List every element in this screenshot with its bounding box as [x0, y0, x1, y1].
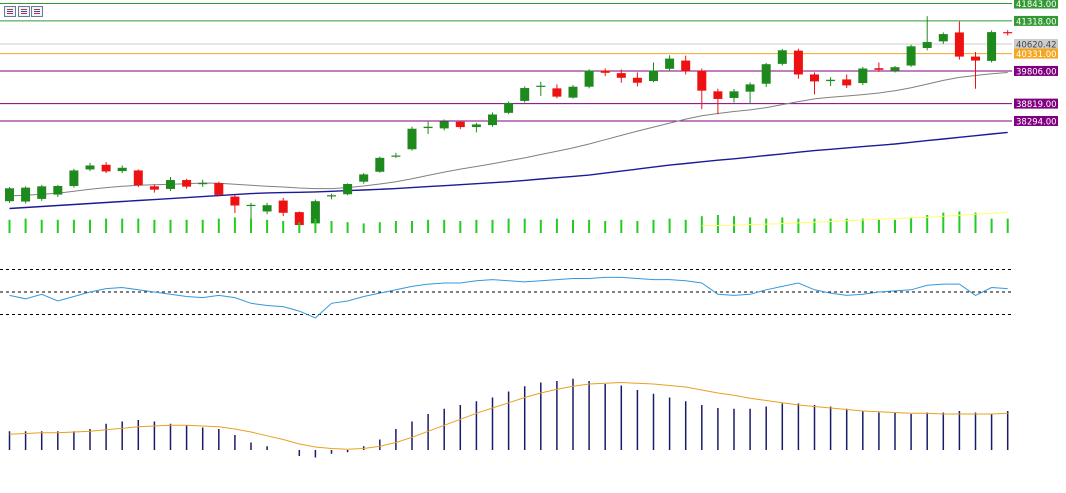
level-label-bg-5 — [1014, 98, 1058, 109]
candle-body — [471, 124, 481, 128]
level-label-4: 39806.00 — [1016, 67, 1057, 77]
candle-body — [536, 85, 546, 87]
candle-body — [504, 102, 514, 113]
ma-slow-line — [9, 131, 1008, 210]
candle-body — [616, 73, 626, 78]
candle-body — [359, 174, 369, 182]
candle-body — [69, 170, 79, 186]
candle-body — [423, 126, 433, 129]
candle-body — [874, 68, 884, 70]
candle-body — [777, 50, 787, 64]
candle-body — [407, 128, 417, 150]
candle-body — [37, 186, 47, 199]
ma-fast-line — [9, 72, 1008, 197]
candle-body — [278, 200, 288, 213]
level-label-1: 41318.00 — [1016, 17, 1057, 27]
candle-body — [938, 34, 948, 42]
rsi-line — [9, 276, 1008, 319]
candle-body — [214, 183, 224, 195]
level-label-6: 38294.00 — [1016, 117, 1057, 127]
candle-body — [1003, 32, 1013, 34]
toolbar-bars-icon[interactable] — [18, 6, 30, 17]
candle-body — [182, 180, 192, 187]
candle-body — [890, 67, 900, 71]
candle-body — [198, 183, 208, 185]
level-label-5: 38819.00 — [1016, 100, 1057, 110]
candle-body — [826, 79, 836, 82]
candle-body — [922, 42, 932, 48]
candle-body — [455, 121, 465, 128]
candle-body — [600, 70, 610, 73]
candle-body — [5, 188, 14, 202]
candle-body — [858, 68, 868, 84]
candle-body — [21, 187, 31, 202]
candle-body — [101, 164, 111, 172]
candle-body — [971, 56, 980, 61]
candle-body — [246, 204, 256, 207]
candle-body — [294, 212, 304, 226]
candle-body — [649, 70, 658, 82]
level-label-bg-0 — [1014, 0, 1058, 9]
volume-avg-line — [701, 211, 1008, 227]
candle-body — [85, 165, 95, 170]
candle-body — [761, 64, 771, 84]
candle-body — [568, 86, 578, 98]
candle-body — [327, 195, 336, 197]
candle-body — [954, 32, 964, 57]
candle-body — [230, 196, 240, 206]
level-label-0: 41843.00 — [1016, 0, 1057, 10]
candle-body — [584, 70, 594, 87]
candle-body — [713, 91, 723, 99]
toolbar-list-icon[interactable] — [4, 6, 16, 17]
candle-body — [133, 170, 143, 186]
candle-body — [842, 79, 852, 86]
candle-body — [117, 167, 127, 172]
candle-body — [906, 46, 916, 66]
candle-body — [53, 185, 63, 195]
macd-signal-line — [9, 381, 1008, 450]
candle-body — [729, 91, 739, 98]
candle-body — [149, 186, 159, 190]
candle-body — [166, 180, 175, 189]
level-label-bg-3 — [1014, 48, 1058, 59]
toolbar-grid-icon[interactable] — [31, 6, 43, 17]
candle-body — [632, 77, 642, 83]
candle-body — [552, 88, 562, 97]
candle-body — [810, 74, 819, 82]
candle-body — [665, 58, 675, 69]
candle-body — [375, 157, 385, 172]
candle-body — [343, 184, 353, 195]
candle-body — [745, 84, 755, 92]
candle-body — [681, 60, 691, 72]
candle-body — [262, 205, 272, 212]
candle-body — [391, 155, 401, 157]
level-label-bg-4 — [1014, 65, 1058, 76]
level-label-3: 40331.00 — [1016, 50, 1057, 60]
candle-body — [793, 50, 803, 75]
level-label-bg-1 — [1014, 15, 1058, 26]
candle-body — [310, 201, 320, 224]
candle-body — [987, 32, 997, 61]
level-label-bg-6 — [1014, 115, 1058, 126]
candle-body — [697, 70, 707, 91]
candle-body — [439, 121, 449, 129]
candle-body — [488, 114, 497, 126]
level-label-2: 40620.42 — [1016, 41, 1057, 51]
level-label-bg-2 — [1014, 39, 1058, 50]
candle-body — [520, 88, 530, 101]
